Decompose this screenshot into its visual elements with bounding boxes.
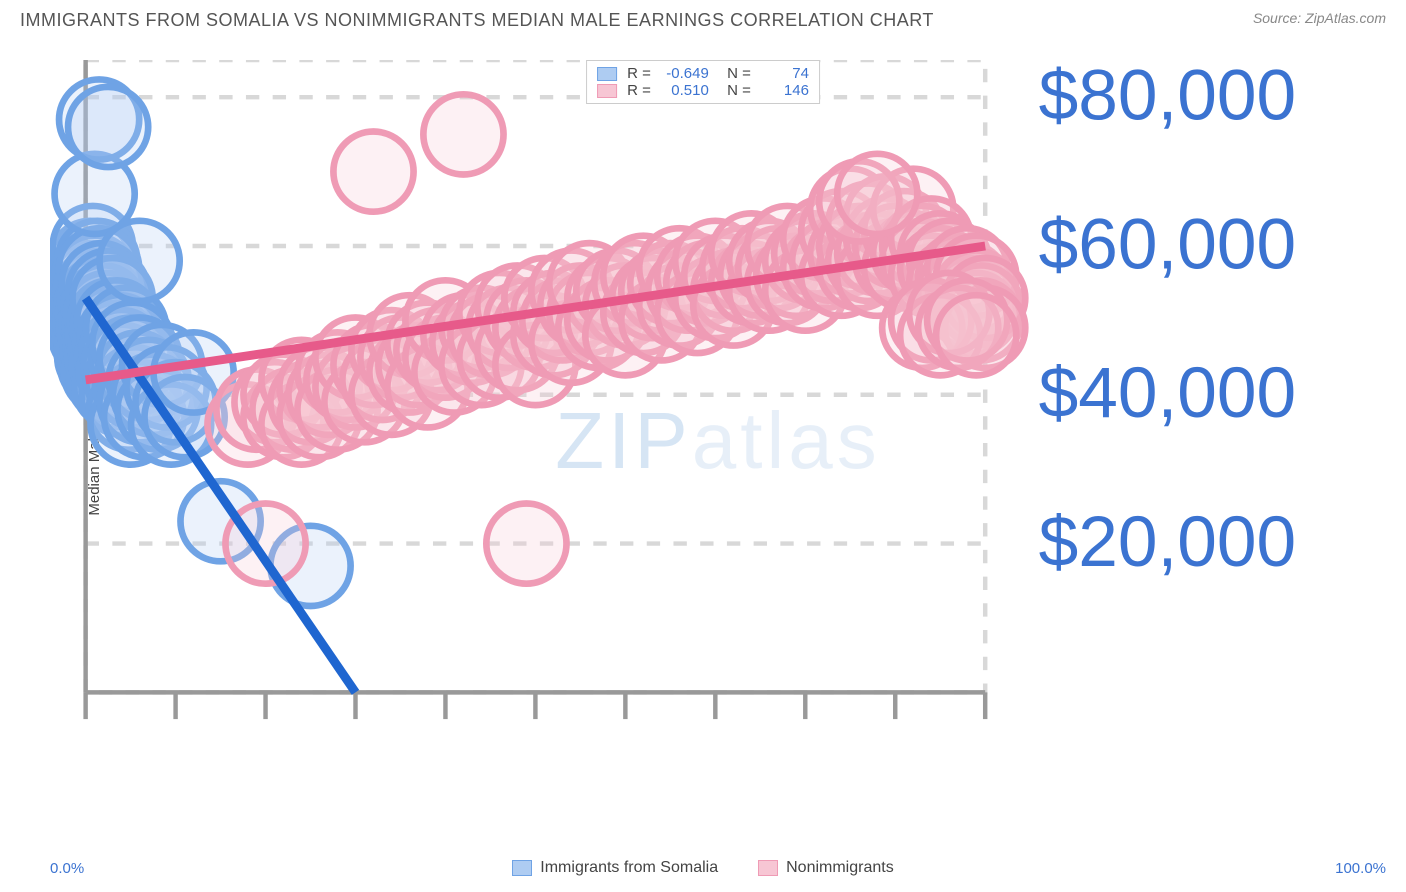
stats-legend: R = -0.649 N = 74 R = 0.510 N = 146 [586,60,820,104]
stats-row-series-1: R = 0.510 N = 146 [597,82,809,99]
stat-r-value: -0.649 [661,65,709,82]
legend-item-1: Nonimmigrants [758,859,894,877]
svg-text:$40,000: $40,000 [1039,353,1297,433]
stat-label: R = [627,65,651,82]
bottom-legend: Immigrants from Somalia Nonimmigrants [0,859,1406,877]
source-label: Source: ZipAtlas.com [1253,10,1386,26]
swatch-icon [597,84,617,98]
stat-label: N = [719,82,751,99]
svg-text:$20,000: $20,000 [1039,502,1297,582]
stats-row-series-0: R = -0.649 N = 74 [597,65,809,82]
scatter-plot: $20,000 $40,000 $60,000 $80,000 [50,60,1386,728]
swatch-icon [597,67,617,81]
header: IMMIGRANTS FROM SOMALIA VS NONIMMIGRANTS… [0,0,1406,31]
swatch-icon [512,860,532,876]
chart-area: Median Male Earnings $20,000$40,000$60,0… [50,60,1386,822]
svg-text:$60,000: $60,000 [1039,204,1297,284]
legend-item-0: Immigrants from Somalia [512,859,718,877]
stat-n-value: 146 [761,82,809,99]
swatch-icon [758,860,778,876]
stat-label: N = [719,65,751,82]
chart-title: IMMIGRANTS FROM SOMALIA VS NONIMMIGRANTS… [20,10,934,31]
legend-label: Nonimmigrants [786,859,894,877]
stat-n-value: 74 [761,65,809,82]
stat-label: R = [627,82,651,99]
legend-label: Immigrants from Somalia [540,859,718,877]
svg-text:$80,000: $80,000 [1039,60,1297,135]
stat-r-value: 0.510 [661,82,709,99]
